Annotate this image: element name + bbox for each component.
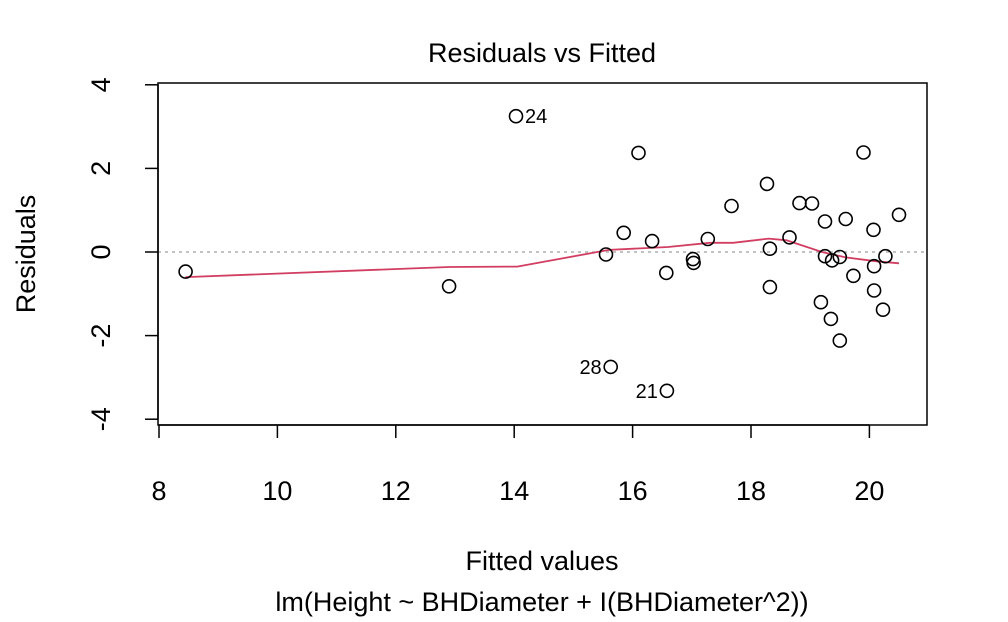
residual-point xyxy=(724,198,739,214)
residual-point xyxy=(813,294,829,310)
residual-point xyxy=(804,196,820,211)
residual-point xyxy=(817,214,833,229)
residual-point xyxy=(178,264,193,279)
residual-point xyxy=(759,176,775,192)
residual-point xyxy=(856,145,871,160)
chart-title: Residuals vs Fitted xyxy=(428,38,656,68)
point-label: 28 xyxy=(579,357,601,379)
x-tick-label: 12 xyxy=(381,476,411,506)
x-tick-label: 10 xyxy=(262,476,292,506)
model-subtitle: lm(Height ~ BHDiameter + I(BHDiameter^2)… xyxy=(275,587,808,617)
residual-point xyxy=(616,225,632,241)
residual-point xyxy=(832,249,848,265)
residual-points: 24 28 21 xyxy=(178,106,907,403)
residual-point xyxy=(875,302,891,318)
residual-point xyxy=(658,265,674,281)
point-label: 24 xyxy=(525,106,547,128)
residual-point xyxy=(878,248,893,264)
y-axis-label: Residuals xyxy=(11,195,41,314)
y-tick-label: 4 xyxy=(86,77,116,92)
y-tick-label: 0 xyxy=(86,244,116,259)
residual-point xyxy=(866,283,882,298)
residual-point xyxy=(838,211,854,227)
residual-point xyxy=(866,258,882,274)
residual-point xyxy=(762,279,778,295)
plot-box xyxy=(157,82,928,426)
residual-point xyxy=(441,278,457,294)
residual-point xyxy=(832,333,848,348)
residual-point xyxy=(817,248,833,264)
residual-point xyxy=(891,207,907,223)
residual-point xyxy=(700,231,716,247)
point-label: 21 xyxy=(636,381,658,403)
residual-point xyxy=(824,253,840,268)
residual-point xyxy=(792,195,807,211)
residual-point xyxy=(508,108,524,124)
x-tick-label: 8 xyxy=(151,476,166,506)
residual-point xyxy=(603,359,619,375)
x-axis-label: Fitted values xyxy=(465,546,618,576)
y-tick-label: -4 xyxy=(86,407,116,431)
y-tick-label: 2 xyxy=(86,161,116,176)
smooth-trend-line xyxy=(185,237,900,278)
y-axis: -4 -2 0 2 4 xyxy=(86,77,159,431)
residual-point xyxy=(782,230,797,245)
residual-point xyxy=(866,222,881,238)
residual-point xyxy=(659,383,675,399)
residual-point xyxy=(846,268,861,284)
residual-point xyxy=(598,247,614,262)
residual-point xyxy=(644,233,660,249)
x-tick-label: 14 xyxy=(499,476,529,506)
residual-point xyxy=(631,145,646,161)
x-axis: 8 10 12 14 16 18 20 xyxy=(151,424,884,506)
x-tick-label: 16 xyxy=(618,476,648,506)
residual-point xyxy=(823,311,839,327)
residual-point xyxy=(762,241,778,256)
y-tick-label: -2 xyxy=(86,324,116,348)
residual-point xyxy=(686,255,701,271)
x-tick-label: 20 xyxy=(854,476,884,506)
x-tick-label: 18 xyxy=(736,476,766,506)
